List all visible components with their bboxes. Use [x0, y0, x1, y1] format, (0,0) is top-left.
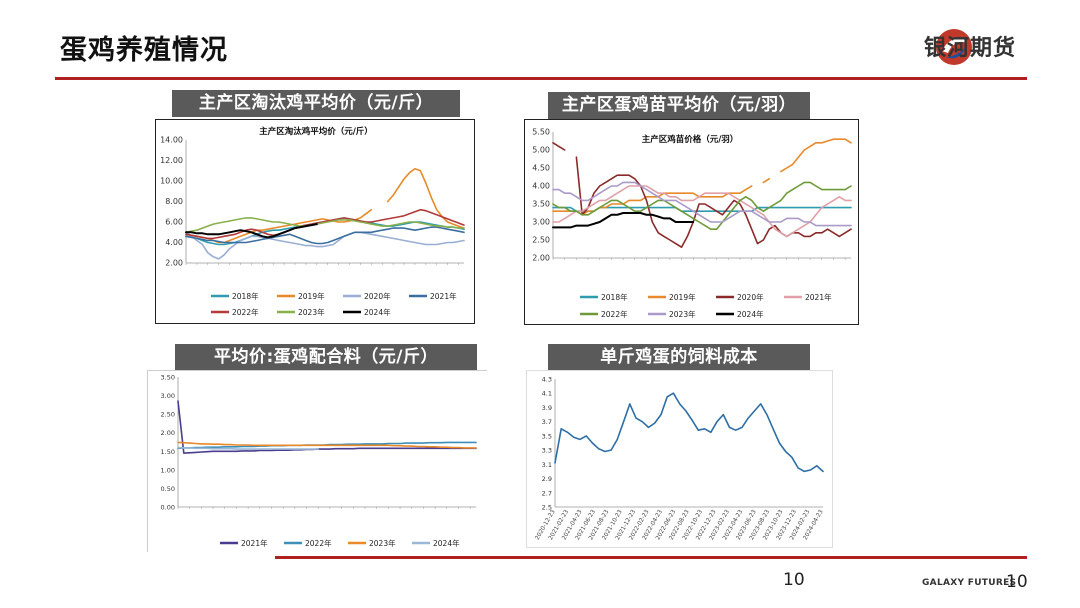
y-tick-label: 8.00 — [165, 197, 183, 206]
y-tick-label: 2.50 — [532, 236, 550, 245]
chart-cull-hen-price: 2.00 4.00 6.00 8.00 10.00 12.00 14.00 主产区淘汰鸡平均价… — [155, 119, 475, 324]
legend-label: 2022年 — [305, 538, 332, 548]
y-tick-label: 4.3 — [542, 376, 552, 384]
y-tick-label: 2.00 — [165, 259, 183, 268]
y-tick-label: 3.9 — [542, 404, 552, 412]
y-tick-label: 2.9 — [542, 475, 552, 483]
chart-cull-hen-svg: 2.00 4.00 6.00 8.00 10.00 12.00 14.00 主产区淘汰鸡平均价… — [160, 126, 465, 317]
series-line-0 — [554, 392, 824, 473]
legend-label: 2019年 — [669, 292, 696, 302]
y-tick-label: 2.50 — [161, 411, 175, 419]
chart-chick-price-svg: 2.00 2.50 3.00 3.50 4.00 4.50 5.00 5.50 主产区鸡苗价格（… — [532, 128, 852, 319]
y-tick-label: 5.00 — [532, 146, 550, 155]
series-line-2 — [552, 142, 852, 248]
y-tick-label: 5.50 — [532, 128, 550, 137]
y-tick-label: 3.3 — [542, 447, 552, 455]
panel-title-feed-price: 平均价:蛋鸡配合料（元/斤） — [175, 344, 477, 371]
series-line-3 — [552, 185, 852, 238]
y-tick-label: 4.50 — [532, 164, 550, 173]
legend-label: 2020年 — [737, 292, 764, 302]
y-tick-label: 3.7 — [542, 418, 552, 426]
legend-label: 2021年 — [241, 538, 268, 548]
chart-feed-cost-per-jin: 2.5 2.7 2.9 3.1 3.3 3.5 3.7 3.9 4.1 4.3 2020-12-23… — [526, 370, 833, 548]
legend-label: 2018年 — [232, 291, 259, 301]
y-tick-label: 3.00 — [161, 392, 175, 400]
y-tick-label: 3.50 — [532, 200, 550, 209]
y-tick-label: 6.00 — [165, 218, 183, 227]
series-line-6 — [552, 212, 695, 229]
series-line-1 — [185, 167, 465, 244]
footer-page-number: 10 — [1006, 572, 1028, 592]
chart-title: 主产区鸡苗价格（元/羽） — [642, 134, 739, 145]
y-tick-label: 4.00 — [532, 182, 550, 191]
panel-title-chick-price: 主产区蛋鸡苗平均价（元/羽） — [548, 92, 810, 119]
y-tick-label: 3.1 — [542, 461, 552, 469]
company-logo-icon — [936, 29, 972, 65]
legend-label: 2023年 — [369, 538, 396, 548]
legend-label: 2021年 — [430, 291, 457, 301]
legend-label: 2024年 — [364, 307, 391, 317]
top-divider — [55, 77, 1027, 80]
chart-chick-price: 2.00 2.50 3.00 3.50 4.00 4.50 5.00 5.50 主产区鸡苗价格（… — [524, 119, 859, 325]
footer-brand: GALAXY FUTURES — [922, 578, 1017, 588]
series-line-4 — [552, 181, 852, 230]
legend-label: 2022年 — [232, 307, 259, 317]
legend-label: 2024年 — [433, 538, 460, 548]
legend-label: 2023年 — [669, 309, 696, 319]
y-tick-label: 3.00 — [532, 218, 550, 227]
y-tick-label: 0.50 — [161, 485, 175, 493]
chart-title: 主产区淘汰鸡平均价（元/斤） — [259, 126, 373, 137]
chart-feed-cost-svg: 2.52.72.93.13.33.53.73.94.14.32020-12-23… — [535, 376, 825, 542]
bottom-divider — [275, 556, 1027, 559]
y-tick-label: 2.5 — [542, 504, 552, 512]
y-tick-label: 4.1 — [542, 390, 552, 398]
legend-label: 2021年 — [805, 292, 832, 302]
legend-label: 2018年 — [601, 292, 628, 302]
legend-label: 2019年 — [298, 291, 325, 301]
page-number: 10 — [783, 570, 805, 590]
chart-layer-feed-price: 0.00 0.50 1.00 1.50 2.00 2.50 3.00 3.50 2021年 202… — [147, 370, 487, 552]
legend-label: 2022年 — [601, 309, 628, 319]
panel-title-cull-hen: 主产区淘汰鸡平均价（元/斤） — [172, 90, 460, 117]
page-title: 蛋鸡养殖情况 — [60, 35, 228, 66]
y-tick-label: 4.00 — [165, 238, 183, 247]
y-tick-label: 1.50 — [161, 448, 175, 456]
series-line-0 — [177, 400, 477, 454]
series-line-2 — [177, 441, 477, 449]
y-tick-label: 2.00 — [532, 254, 550, 263]
y-tick-label: 3.5 — [542, 432, 552, 440]
panel-title-feed-cost: 单斤鸡蛋的饲料成本 — [548, 344, 810, 371]
legend-label: 2023年 — [298, 307, 325, 317]
y-tick-label: 2.00 — [161, 429, 175, 437]
chart-feed-price-svg: 0.00 0.50 1.00 1.50 2.00 2.50 3.00 3.50 2021年 202… — [161, 374, 477, 548]
legend-label: 2024年 — [737, 309, 764, 319]
series-line-5 — [552, 181, 852, 227]
y-tick-label: 3.50 — [161, 374, 175, 382]
y-tick-label: 14.00 — [160, 136, 183, 145]
y-tick-label: 10.00 — [160, 177, 183, 186]
series-line-5 — [185, 217, 465, 234]
series-line-3 — [185, 226, 465, 245]
logo-text: 银河期货 — [924, 36, 1017, 61]
legend-label: 2020年 — [364, 291, 391, 301]
series-line-4 — [185, 208, 465, 240]
y-tick-label: 2.7 — [542, 489, 552, 497]
series-line-2 — [185, 231, 465, 260]
series-line-6 — [185, 223, 318, 239]
y-tick-label: 12.00 — [160, 156, 183, 165]
y-tick-label: 0.00 — [161, 504, 175, 512]
series-line-1 — [552, 138, 852, 216]
y-tick-label: 1.00 — [161, 466, 175, 474]
series-line-3 — [177, 446, 319, 450]
